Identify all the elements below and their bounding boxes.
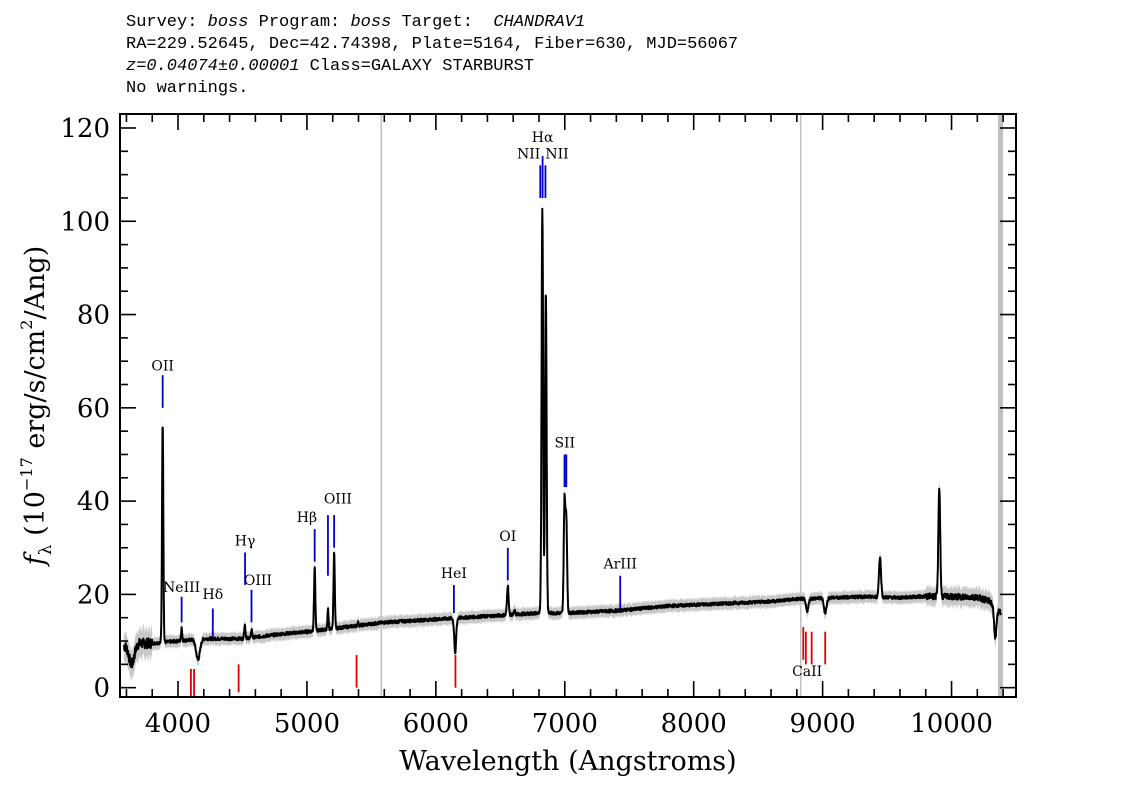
emission-label: NII [545,146,568,162]
error-layer [123,202,1001,682]
program-value: boss [350,13,392,32]
y-tick-label: 60 [77,394,110,424]
emission-label: Hα [532,130,554,146]
x-tick-label: 8000 [661,709,727,739]
header-line-redshift: z=0.04074±0.00001 Class=GALAXY STARBURST [126,56,738,78]
y-tick-label: 20 [77,580,110,610]
target-value: CHANDRAV1 [493,13,586,32]
x-tick-label: 7000 [532,709,598,739]
y-tick-label: 80 [77,301,110,331]
error-band [123,202,1001,682]
emission-label: OIII [324,491,352,507]
survey-value: boss [207,13,249,32]
y-label-mid: erg/s/cm [20,330,51,458]
x-tick-label: 5000 [274,709,340,739]
header-line-warnings: No warnings. [126,79,249,98]
plot-frame [119,113,1017,698]
emission-label: OI [499,529,516,545]
y-label-exp1: −17 [17,457,36,491]
y-label-pre: (10 [20,491,51,544]
emission-label: SII [554,435,575,451]
emission-label: OII [151,359,174,375]
x-axis-label: Wavelength (Angstroms) [399,746,736,777]
target-label: Target: [401,13,473,32]
emission-label: ArIII [603,557,637,573]
header-line-coords: RA=229.52645, Dec=42.74398, Plate=5164, … [126,35,739,54]
emission-label: Hγ [235,533,256,549]
x-tick-label: 6000 [403,709,469,739]
emission-label: NII [517,146,540,162]
y-label-exp2: 2 [17,320,36,330]
spectrum-layer [122,207,1002,669]
emission-label: NeIII [163,580,200,596]
x-tick-label: 4000 [145,709,211,739]
absorption-label: CaII [792,664,822,680]
emission-label: Hβ [297,510,317,526]
emission-label: HeI [441,566,467,582]
axes-layer: 4000 5000 6000 7000 8000 9000 10000 0 20 40 60 80 10… [60,113,1017,739]
x-tick-label: 9000 [790,709,856,739]
x-tick-label: 10000 [910,709,993,739]
spectrum-header: Survey: boss Program: boss Target: CHAND… [126,12,738,100]
redshift-value: z=0.04074±0.00001 [126,57,300,76]
y-tick-label: 0 [93,674,110,704]
y-label-post: /Ang) [20,246,51,320]
header-line-survey: Survey: boss Program: boss Target: CHAND… [126,12,738,34]
y-axis-label: fλ (10−17 erg/s/cm2/Ang) [17,246,56,568]
y-label-lambda: λ [36,544,56,555]
y-tick-label: 100 [60,207,110,237]
class-value: Class=GALAXY STARBURST [309,57,535,76]
y-tick-label: 40 [77,487,110,517]
survey-label: Survey: [126,13,198,32]
emission-label: Hδ [203,587,224,603]
program-label: Program: [258,13,341,32]
y-tick-label: 120 [60,114,110,144]
emission-label: OIII [244,573,272,589]
spectrum-line [122,207,1002,669]
